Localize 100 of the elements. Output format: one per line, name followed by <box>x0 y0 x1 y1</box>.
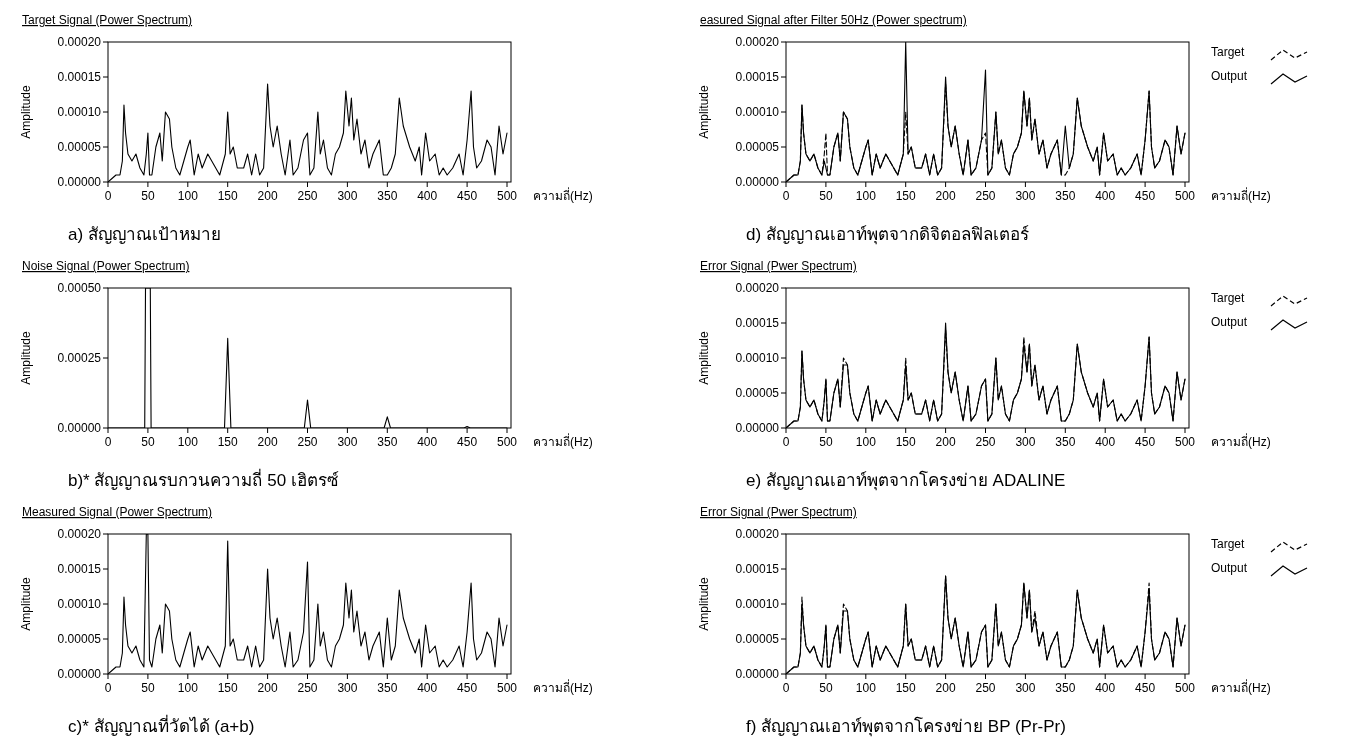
x-tick-label: 500 <box>1174 435 1196 449</box>
chart-title: Error Signal (Pwer Spectrum) <box>700 259 857 273</box>
x-tick-label: 500 <box>1174 189 1196 203</box>
x-tick-label: 150 <box>217 435 239 449</box>
x-tick-label: 150 <box>895 189 917 203</box>
legend-label: Target <box>1211 291 1246 305</box>
x-tick-label: 350 <box>377 189 398 203</box>
y-tick-label: 0.00000 <box>735 421 780 436</box>
x-tick-label: 450 <box>457 435 478 449</box>
x-tick-label: 200 <box>935 435 956 449</box>
x-axis-title: ความถี่(Hz) <box>1211 433 1271 449</box>
x-tick-label: 300 <box>1015 189 1036 203</box>
y-tick-label: 0.00020 <box>735 35 780 50</box>
x-tick-label: 200 <box>935 681 956 695</box>
x-tick-label: 350 <box>1055 189 1076 203</box>
x-axis-title: ความถี่(Hz) <box>1211 679 1271 695</box>
x-axis-title: ความถี่(Hz) <box>533 187 593 203</box>
x-tick-label: 350 <box>377 435 398 449</box>
y-tick-label: 0.00000 <box>735 667 780 682</box>
y-tick-label: 0.00000 <box>57 667 102 682</box>
x-tick-label: 50 <box>819 681 833 695</box>
x-tick-label: 250 <box>975 435 996 449</box>
x-tick-label: 250 <box>297 681 318 695</box>
x-axis-title: ความถี่(Hz) <box>533 679 593 695</box>
y-tick-label: 0.00050 <box>57 281 102 296</box>
x-tick-label: 200 <box>257 435 278 449</box>
x-tick-label: 400 <box>1095 435 1116 449</box>
y-tick-label: 0.00000 <box>735 175 780 190</box>
chart-title: Target Signal (Power Spectrum) <box>22 13 193 27</box>
x-tick-label: 250 <box>297 189 318 203</box>
x-tick-label: 200 <box>935 189 956 203</box>
x-tick-label: 500 <box>496 189 518 203</box>
text: a) สัญญาณเป้าหมาย <box>68 225 221 244</box>
legend-label: Output <box>1211 315 1248 329</box>
x-tick-label: 100 <box>855 435 877 449</box>
x-tick-label: 150 <box>217 189 239 203</box>
x-tick-label: 250 <box>297 435 318 449</box>
legend-label: Target <box>1211 537 1246 551</box>
x-tick-label: 250 <box>975 681 996 695</box>
legend-label: Target <box>1211 45 1246 59</box>
x-tick-label: 500 <box>496 681 518 695</box>
x-tick-label: 350 <box>1055 435 1076 449</box>
x-tick-label: 200 <box>257 681 278 695</box>
x-tick-label: 50 <box>819 189 833 203</box>
x-tick-label: 300 <box>1015 435 1036 449</box>
text: e) สัญญาณเอาท์พุตจากโครงข่าย ADALINE <box>746 470 1066 491</box>
y-axis-title: Amplitude <box>697 85 711 139</box>
y-tick-label: 0.00020 <box>57 35 102 50</box>
x-tick-label: 0 <box>104 681 112 695</box>
x-tick-label: 0 <box>782 681 790 695</box>
x-tick-label: 300 <box>337 189 358 203</box>
x-tick-label: 0 <box>782 435 790 449</box>
x-axis-title: ความถี่(Hz) <box>1211 187 1271 203</box>
chart-title: Measured Signal (Power Spectrum) <box>22 505 213 519</box>
x-tick-label: 100 <box>177 681 199 695</box>
y-tick-label: 0.00015 <box>735 316 780 331</box>
x-tick-label: 400 <box>1095 681 1116 695</box>
legend-label: Output <box>1211 561 1248 575</box>
y-tick-label: 0.00015 <box>735 70 780 85</box>
y-tick-label: 0.00010 <box>735 597 780 612</box>
y-tick-label: 0.00020 <box>735 527 780 542</box>
x-tick-label: 0 <box>782 189 790 203</box>
text: b)* สัญญาณรบกวนความถี่ 50 เฮิตรซ์ <box>68 468 339 490</box>
y-tick-label: 0.00010 <box>735 105 780 120</box>
y-tick-label: 0.00005 <box>57 632 102 647</box>
x-tick-label: 450 <box>1135 681 1156 695</box>
y-tick-label: 0.00000 <box>57 421 102 436</box>
text: d) สัญญาณเอาท์พุตจากดิจิตอลฟิลเตอร์ <box>746 225 1029 245</box>
chart-title: Noise Signal (Power Spectrum) <box>22 259 190 273</box>
x-tick-label: 100 <box>855 189 877 203</box>
y-tick-label: 0.00010 <box>735 351 780 366</box>
y-tick-label: 0.00015 <box>735 562 780 577</box>
x-tick-label: 150 <box>217 681 239 695</box>
x-tick-label: 50 <box>819 435 833 449</box>
x-tick-label: 50 <box>141 189 155 203</box>
x-tick-label: 50 <box>141 435 155 449</box>
x-tick-label: 400 <box>417 681 438 695</box>
y-tick-label: 0.00015 <box>57 70 102 85</box>
x-tick-label: 400 <box>1095 189 1116 203</box>
y-tick-label: 0.00010 <box>57 105 102 120</box>
x-tick-label: 0 <box>104 189 112 203</box>
x-tick-label: 250 <box>975 189 996 203</box>
y-axis-title: Amplitude <box>19 577 33 631</box>
x-tick-label: 100 <box>855 681 877 695</box>
y-tick-label: 0.00020 <box>57 527 102 542</box>
x-tick-label: 450 <box>457 189 478 203</box>
chart-title: easured Signal after Filter 50Hz (Power spectrum) <box>700 13 967 27</box>
y-axis-title: Amplitude <box>19 85 33 139</box>
y-tick-label: 0.00020 <box>735 281 780 296</box>
x-tick-label: 150 <box>895 435 917 449</box>
x-tick-label: 300 <box>1015 681 1036 695</box>
text: c)* สัญญาณที่วัดได้ (a+b) <box>68 714 255 736</box>
y-tick-label: 0.00005 <box>57 140 102 155</box>
x-tick-label: 300 <box>337 435 358 449</box>
x-tick-label: 100 <box>177 435 199 449</box>
x-tick-label: 500 <box>496 435 518 449</box>
x-tick-label: 200 <box>257 189 278 203</box>
y-tick-label: 0.00005 <box>735 386 780 401</box>
x-tick-label: 50 <box>141 681 155 695</box>
x-tick-label: 450 <box>457 681 478 695</box>
